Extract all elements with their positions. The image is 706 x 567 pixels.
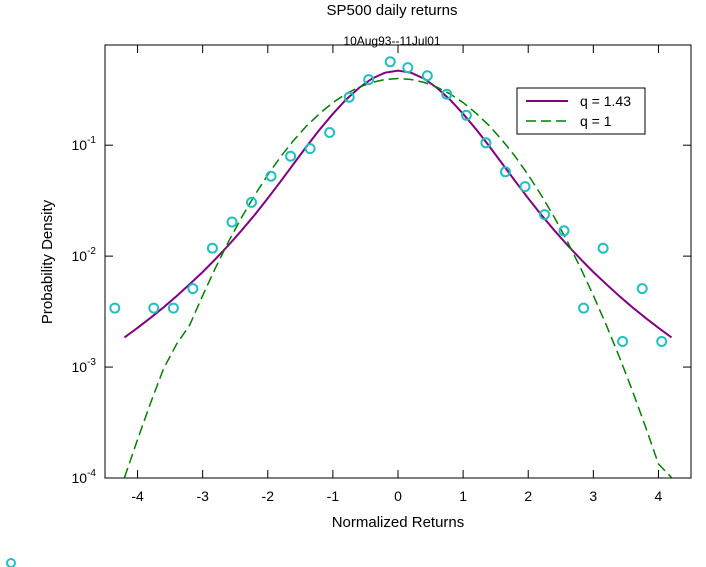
data-point	[617, 336, 629, 347]
data-point	[109, 302, 121, 314]
x-tick-label: -1	[327, 488, 340, 504]
legend-label-q143: q = 1.43	[580, 93, 631, 109]
series-curves	[123, 69, 673, 479]
x-axis-ticks: -4 -3 -2 -1 0 1 2 3 4	[131, 45, 663, 504]
data-point	[226, 216, 238, 228]
chart-subtitle: 10Aug93--11Jul01	[343, 34, 441, 48]
x-tick-label: -2	[262, 488, 275, 504]
data-point	[206, 242, 218, 254]
data-point	[519, 181, 531, 193]
x-tick-label: 0	[394, 488, 402, 504]
data-point	[304, 143, 316, 155]
stray-marker	[6, 558, 16, 567]
y-tick-label: 10-4	[72, 468, 97, 486]
x-tick-label: -4	[131, 488, 144, 504]
series-line-0	[123, 69, 673, 339]
data-point	[460, 109, 472, 121]
y-tick-label: 10-2	[72, 246, 97, 264]
data-point	[656, 336, 668, 347]
y-axis-label: Probability Density	[39, 199, 56, 324]
chart-title: SP500 daily returns	[327, 2, 458, 19]
legend-box	[516, 87, 646, 135]
data-point	[148, 302, 160, 314]
x-axis-label: Normalized Returns	[332, 514, 465, 531]
y-tick-label: 10-3	[72, 357, 97, 375]
data-point	[187, 283, 199, 295]
y-axis-ticks: 10-1 10-2 10-3 10-4	[72, 135, 691, 486]
y-tick-label: 10-1	[72, 135, 97, 153]
data-point	[480, 137, 492, 149]
data-point	[246, 196, 257, 208]
data-point	[285, 150, 297, 162]
x-tick-label: -3	[196, 488, 209, 504]
data-point	[578, 302, 590, 314]
x-tick-label: 3	[589, 488, 597, 504]
x-tick-label: 4	[655, 488, 663, 504]
data-point	[343, 91, 355, 103]
data-point	[402, 62, 414, 74]
data-point	[363, 74, 375, 86]
data-point	[441, 88, 453, 100]
data-point	[265, 170, 277, 182]
data-point	[324, 127, 336, 138]
series-line-1	[123, 77, 673, 479]
data-point	[499, 166, 511, 178]
data-point	[597, 242, 609, 254]
data-point	[421, 70, 433, 82]
legend: q = 1.43 q = 1	[516, 87, 646, 135]
series-points	[109, 56, 668, 347]
x-tick-label: 1	[459, 488, 467, 504]
legend-label-q1: q = 1	[580, 113, 612, 129]
data-point	[539, 209, 550, 221]
data-point	[167, 302, 179, 314]
data-point	[384, 56, 396, 68]
x-tick-label: 2	[524, 488, 532, 504]
data-point	[636, 283, 648, 295]
data-point	[558, 225, 570, 237]
